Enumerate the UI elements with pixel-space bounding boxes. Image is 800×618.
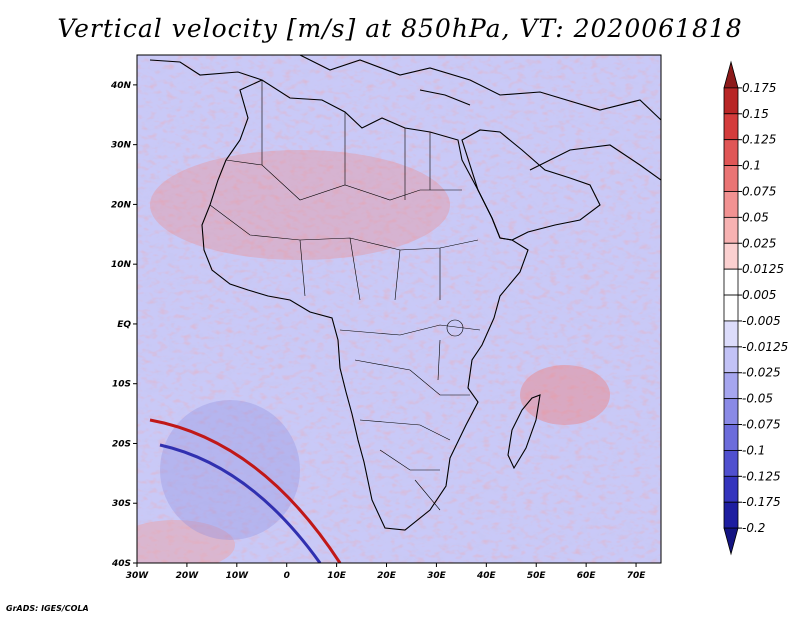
colorbar-label: -0.2 <box>742 521 765 535</box>
colorbar-label: -0.175 <box>742 495 781 509</box>
arabia <box>461 129 601 241</box>
south-atlantic-rising-zone <box>137 520 235 563</box>
lat-tick-label: 40S <box>111 559 131 569</box>
colorbar-label: 0.05 <box>742 210 769 224</box>
colorbar-swatch <box>723 372 739 400</box>
lon-tick-label: 50E <box>527 571 547 581</box>
colorbar-swatch <box>723 216 739 244</box>
lat-tick-label: 40N <box>110 81 132 91</box>
colorbar-label: -0.075 <box>742 418 781 432</box>
lon-tick-label: 0 <box>284 571 290 581</box>
madagascar <box>507 394 541 470</box>
south-atlantic-sinking-zone <box>160 400 300 540</box>
colorbar-label: 0.175 <box>742 81 776 95</box>
lat-tick-label: 20S <box>112 439 131 449</box>
map-panel <box>137 55 661 563</box>
colorbar-label: 0.125 <box>742 133 776 147</box>
colorbar-label: -0.025 <box>742 366 781 380</box>
colorbar-label: 0.075 <box>742 184 776 198</box>
lon-tick-label: 70E <box>627 571 647 581</box>
colorbar-swatch <box>723 191 739 218</box>
colorbar-swatch <box>723 475 739 503</box>
colorbar-swatch <box>723 346 739 374</box>
colorbar-label: -0.125 <box>742 469 781 483</box>
lat-tick-label: 10S <box>112 380 131 390</box>
persian-coast <box>529 144 661 181</box>
med-islands <box>419 89 471 106</box>
colorbar-cap-top <box>723 60 739 89</box>
colorbar-swatch <box>723 294 739 322</box>
colorbar: 0.175 0.15 0.125 0.1 0.075 0.05 0.025 0.0125 0.0… <box>723 60 788 556</box>
lon-tick-label: 30E <box>427 571 447 581</box>
velocity-texture-rising <box>137 55 661 563</box>
lon-tick-label: 10W <box>226 571 250 581</box>
colorbar-cap-bottom <box>723 527 739 556</box>
lat-tick-label: 30N <box>111 141 132 151</box>
colorbar-swatch <box>723 424 739 451</box>
lon-tick-label: 20W <box>176 571 200 581</box>
frontal-band-sinking <box>159 443 322 563</box>
lon-tick-label: 40E <box>476 571 497 581</box>
lat-tick-label: EQ <box>117 320 131 330</box>
map-frame <box>136 54 662 564</box>
colorbar-swatch <box>723 87 739 115</box>
lat-tick-label: 20N <box>111 200 132 210</box>
colorbar-label: 0.005 <box>742 288 776 302</box>
axis-ticks: 30W 20W 10W 0 10E 20E 30E 40E 50E 60E 70E 40N 30N 20N… <box>110 81 646 581</box>
colorbar-swatch <box>723 450 739 477</box>
colorbar-swatch <box>723 139 739 166</box>
colorbar-swatch <box>723 398 739 425</box>
indian-ocean-rising-zone <box>520 365 610 425</box>
lat-tick-label: 30S <box>112 499 131 509</box>
sahel-rising-zone <box>150 150 450 260</box>
northern-coasts <box>149 55 661 121</box>
lon-tick-label: 30W <box>126 571 150 581</box>
lon-tick-label: 10E <box>327 571 347 581</box>
colorbar-label: -0.0125 <box>742 340 788 354</box>
frontal-band <box>149 418 342 563</box>
colorbar-label: 0.1 <box>742 159 761 173</box>
colorbar-label: 0.15 <box>742 107 769 121</box>
country-borders <box>209 80 481 511</box>
lon-tick-label: 20E <box>377 571 397 581</box>
colorbar-swatch <box>723 165 739 192</box>
colorbar-swatch <box>723 113 739 141</box>
colorbar-label: -0.005 <box>742 314 781 328</box>
colorbar-swatch <box>723 501 739 529</box>
lon-tick-label: 60E <box>577 571 597 581</box>
colorbar-swatch <box>723 268 739 296</box>
coastlines <box>149 55 661 531</box>
colorbar-label: 0.0125 <box>742 262 784 276</box>
chart-title: Vertical velocity [m/s] at 850hPa, VT: 2… <box>57 14 743 43</box>
colorbar-swatch <box>723 242 739 270</box>
lat-tick-label: 10N <box>111 260 132 270</box>
colorbar-label: -0.1 <box>742 443 765 457</box>
colorbar-label: 0.025 <box>742 236 776 250</box>
colorbar-label: -0.05 <box>742 392 773 406</box>
colorbar-swatch <box>723 320 739 348</box>
footer-credit: GrADS: IGES/COLA <box>6 604 89 613</box>
